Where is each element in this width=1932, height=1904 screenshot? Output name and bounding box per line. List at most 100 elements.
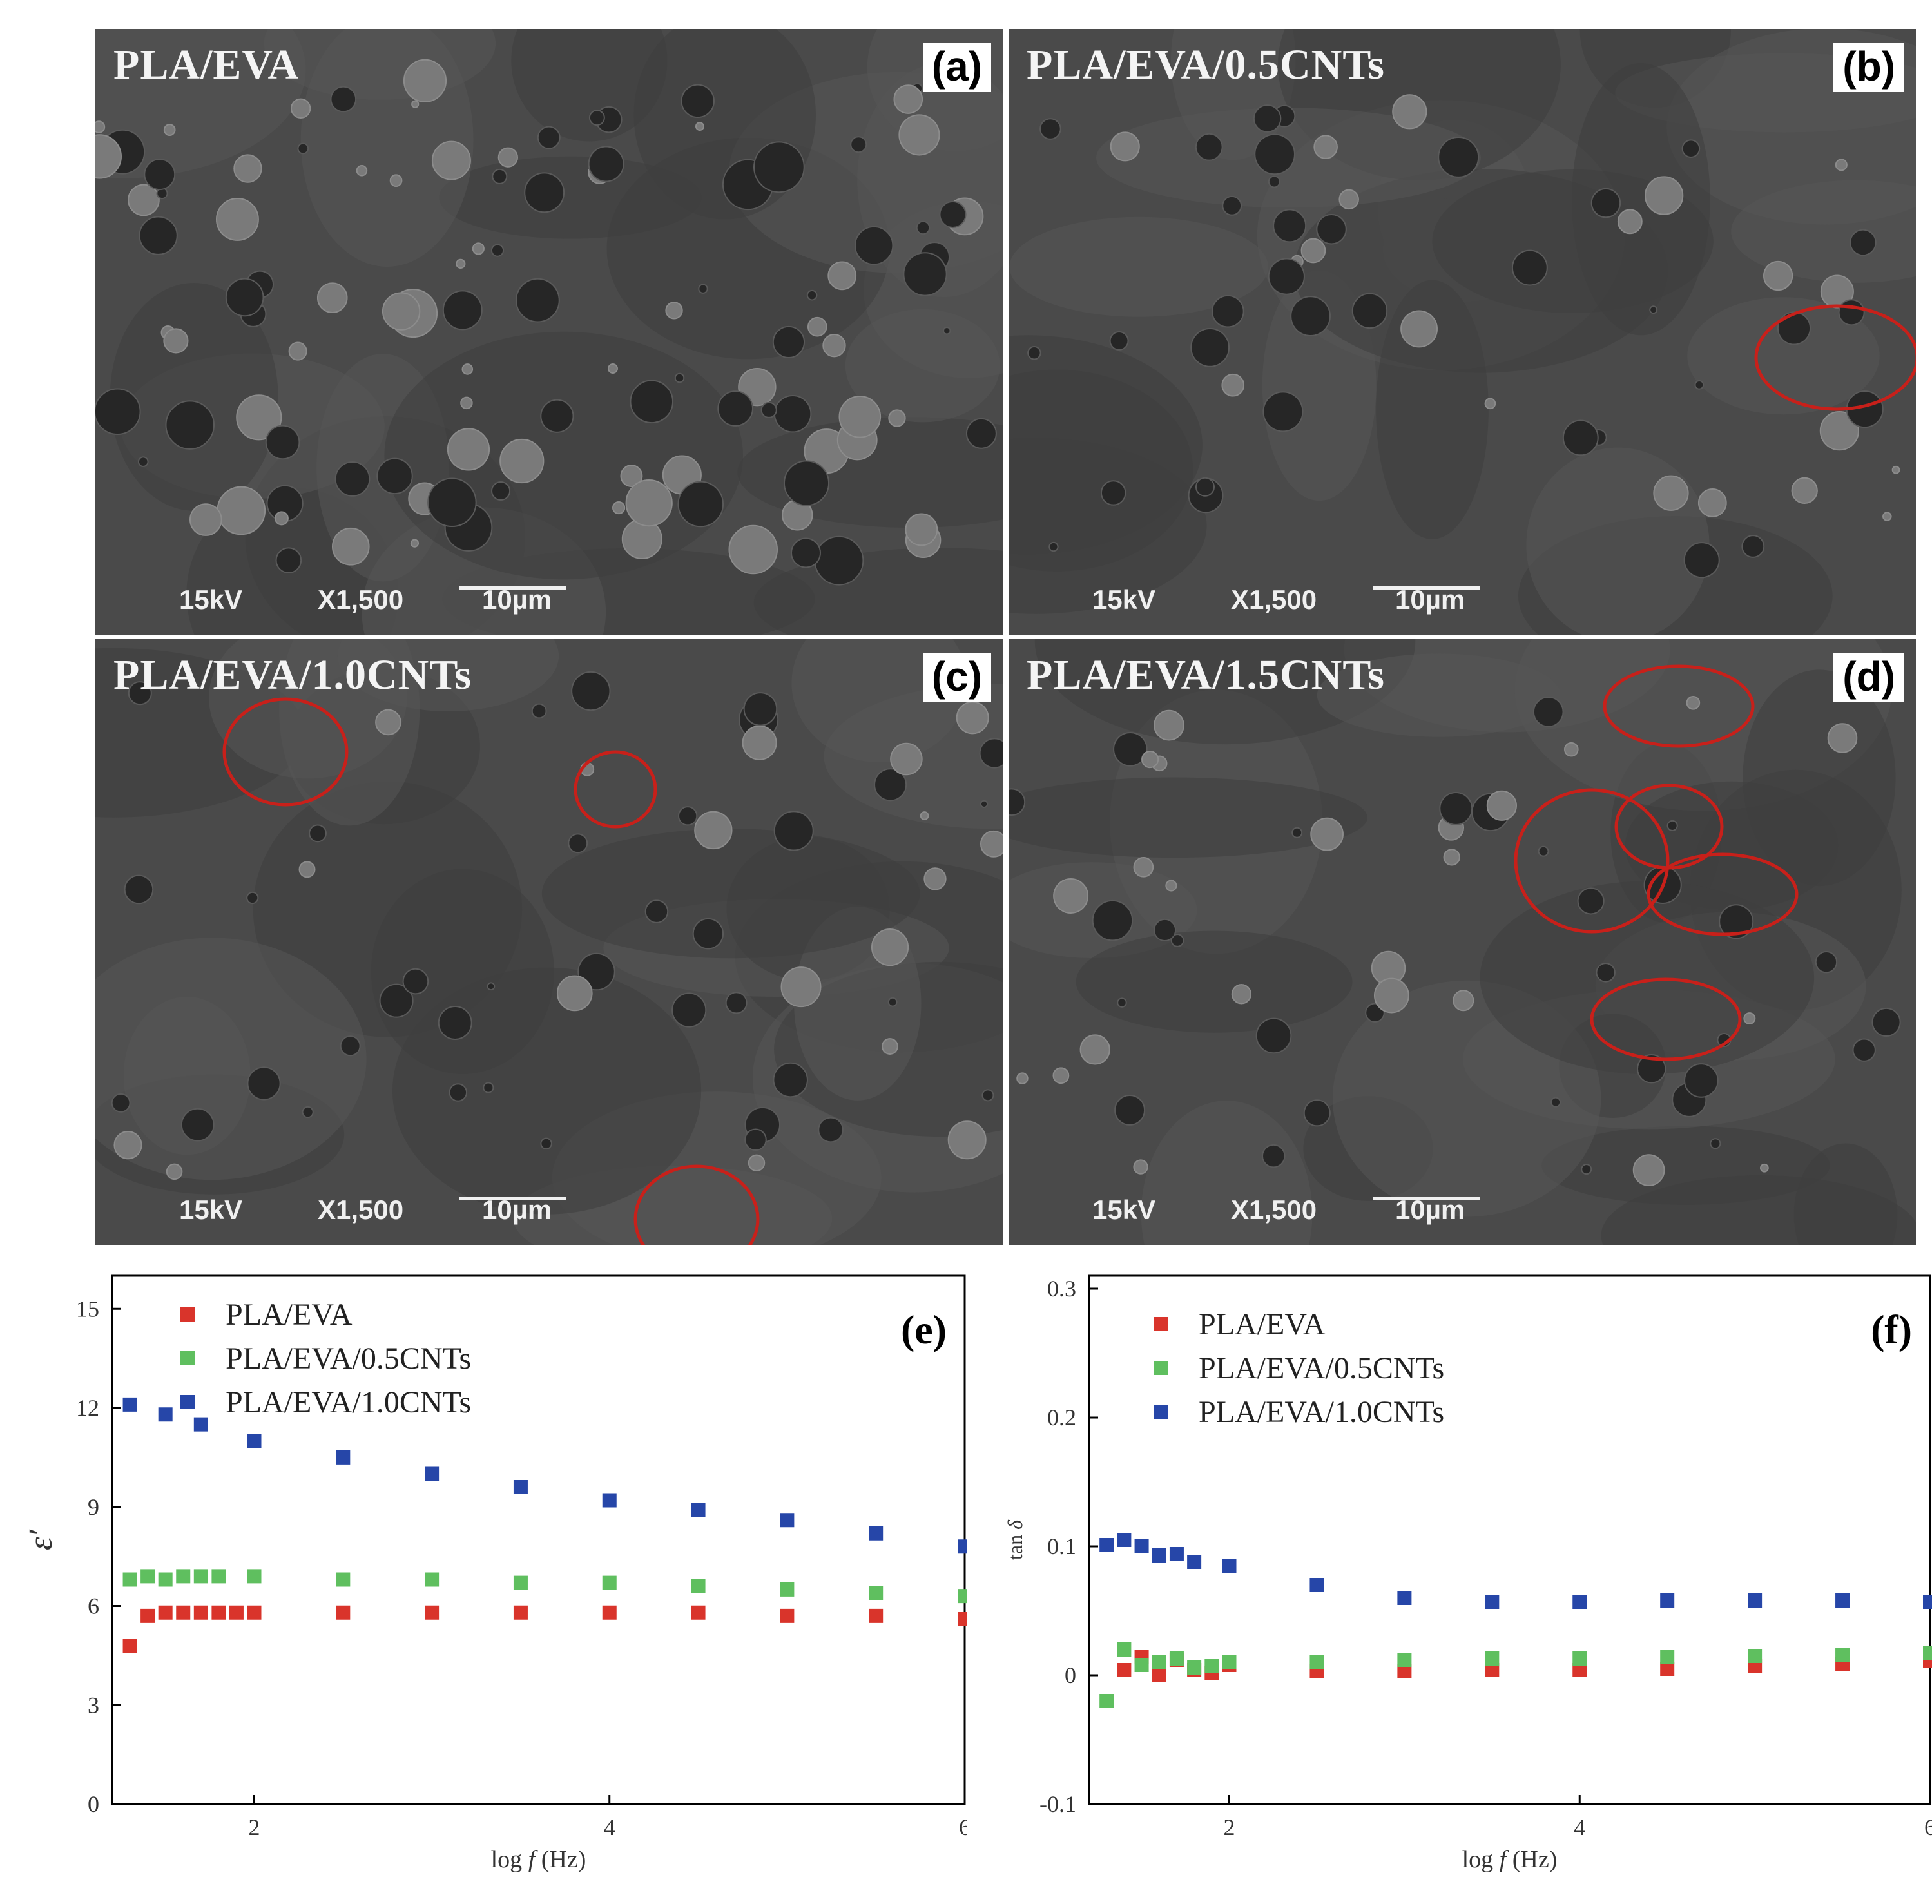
data-point: [247, 1434, 262, 1448]
y-tick-label: 0.2: [1047, 1405, 1076, 1430]
data-point: [1117, 1642, 1132, 1657]
data-point: [1923, 1646, 1932, 1660]
data-point: [1835, 1593, 1850, 1608]
data-point: [336, 1572, 351, 1587]
y-tick-label: 3: [88, 1692, 99, 1718]
data-point: [780, 1582, 795, 1597]
data-point: [193, 1605, 208, 1620]
sem-magnification: X1,500: [1231, 584, 1317, 615]
data-point: [958, 1589, 967, 1604]
x-tick-label: 6: [959, 1814, 967, 1840]
y-tick-label: 0: [1065, 1662, 1076, 1688]
sem-texture: [95, 639, 1003, 1245]
data-point: [1152, 1548, 1166, 1563]
sem-panel-d: PLA/EVA/1.5CNTs (d) 15kV X1,500 10µm: [1009, 639, 1916, 1245]
data-point: [513, 1575, 528, 1590]
data-point: [1187, 1660, 1202, 1675]
data-point: [1835, 1648, 1850, 1662]
sem-texture: [1009, 639, 1916, 1245]
data-point: [869, 1608, 884, 1623]
data-point: [1748, 1649, 1763, 1663]
highlight-circle: [1647, 852, 1799, 936]
sem-panel-letter: (b): [1833, 43, 1904, 92]
data-point: [1134, 1539, 1149, 1553]
data-point: [1572, 1651, 1587, 1666]
legend-label: PLA/EVA: [226, 1298, 353, 1332]
data-point: [958, 1539, 967, 1554]
data-point: [780, 1513, 795, 1528]
scale-bar: [459, 586, 566, 590]
sem-panel-a: PLA/EVA (a) 15kV X1,500 10µm: [95, 29, 1003, 635]
legend-marker: [180, 1307, 195, 1322]
legend-marker: [180, 1395, 195, 1409]
sem-voltage: 15kV: [1092, 584, 1156, 615]
data-point: [1152, 1668, 1166, 1682]
sem-scale-label: 10µm: [482, 584, 552, 615]
data-point: [425, 1466, 440, 1481]
data-point: [122, 1397, 137, 1412]
data-point: [1099, 1538, 1114, 1552]
highlight-circle: [1514, 788, 1670, 934]
chart-panel-label: (f): [1871, 1307, 1912, 1352]
data-point: [425, 1605, 440, 1620]
sem-texture: [1009, 29, 1916, 635]
x-tick-label: 2: [249, 1814, 260, 1840]
legend-label: PLA/EVA: [1199, 1307, 1326, 1341]
data-point: [1222, 1559, 1237, 1573]
sem-scale-label: 10µm: [1395, 1195, 1465, 1225]
sem-magnification: X1,500: [318, 1195, 404, 1225]
data-point: [247, 1569, 262, 1584]
data-point: [336, 1450, 351, 1465]
data-point: [176, 1605, 191, 1620]
data-point: [1187, 1555, 1202, 1569]
sem-texture: [95, 29, 1003, 635]
data-point: [158, 1572, 173, 1587]
data-point: [1309, 1655, 1324, 1669]
highlight-circle: [633, 1164, 760, 1245]
legend-marker: [180, 1351, 195, 1365]
y-axis-label: ε′: [26, 1528, 59, 1550]
x-axis-label: log f (Hz): [491, 1846, 586, 1873]
data-point: [122, 1572, 137, 1587]
data-point: [1572, 1595, 1587, 1609]
sem-magnification: X1,500: [1231, 1195, 1317, 1225]
data-point: [1169, 1547, 1184, 1561]
chart-f-tan-delta: -0.1 0 0.1 0.2 0.3 2 4 6 log f (Hz) tan δ (f) PLA/E…: [1003, 1274, 1932, 1873]
data-point: [158, 1605, 173, 1620]
data-point: [247, 1605, 262, 1620]
data-point: [211, 1605, 226, 1620]
data-point: [1397, 1653, 1412, 1667]
sem-panel-title: PLA/EVA: [113, 41, 300, 88]
data-point: [869, 1586, 884, 1600]
scale-bar: [459, 1197, 566, 1200]
highlight-circle: [574, 750, 657, 829]
data-point: [1923, 1595, 1932, 1609]
data-point: [176, 1569, 191, 1584]
data-point: [691, 1579, 706, 1593]
legend-label: PLA/EVA/0.5CNTs: [226, 1341, 471, 1376]
y-axis-label: tan δ: [1003, 1519, 1027, 1560]
data-point: [691, 1605, 706, 1620]
y-tick-label: 0.3: [1047, 1276, 1076, 1302]
data-point: [1572, 1663, 1587, 1677]
sem-voltage: 15kV: [1092, 1195, 1156, 1225]
sem-voltage: 15kV: [179, 584, 243, 615]
data-point: [602, 1605, 617, 1620]
data-point: [1485, 1651, 1500, 1666]
sem-voltage: 15kV: [179, 1195, 243, 1225]
data-point: [122, 1639, 137, 1653]
data-point: [513, 1605, 528, 1620]
data-point: [780, 1608, 795, 1623]
data-point: [229, 1605, 244, 1620]
data-point: [958, 1612, 967, 1626]
highlight-circle: [1614, 784, 1724, 870]
data-point: [602, 1493, 617, 1508]
highlight-circle: [1590, 977, 1742, 1061]
legend-marker: [1154, 1405, 1168, 1419]
data-point: [1222, 1655, 1237, 1669]
plot-frame: [1088, 1274, 1931, 1805]
legend-label: PLA/EVA/1.0CNTs: [226, 1385, 471, 1419]
data-point: [1748, 1593, 1763, 1608]
legend-marker: [1154, 1317, 1168, 1331]
data-point: [1204, 1659, 1219, 1673]
